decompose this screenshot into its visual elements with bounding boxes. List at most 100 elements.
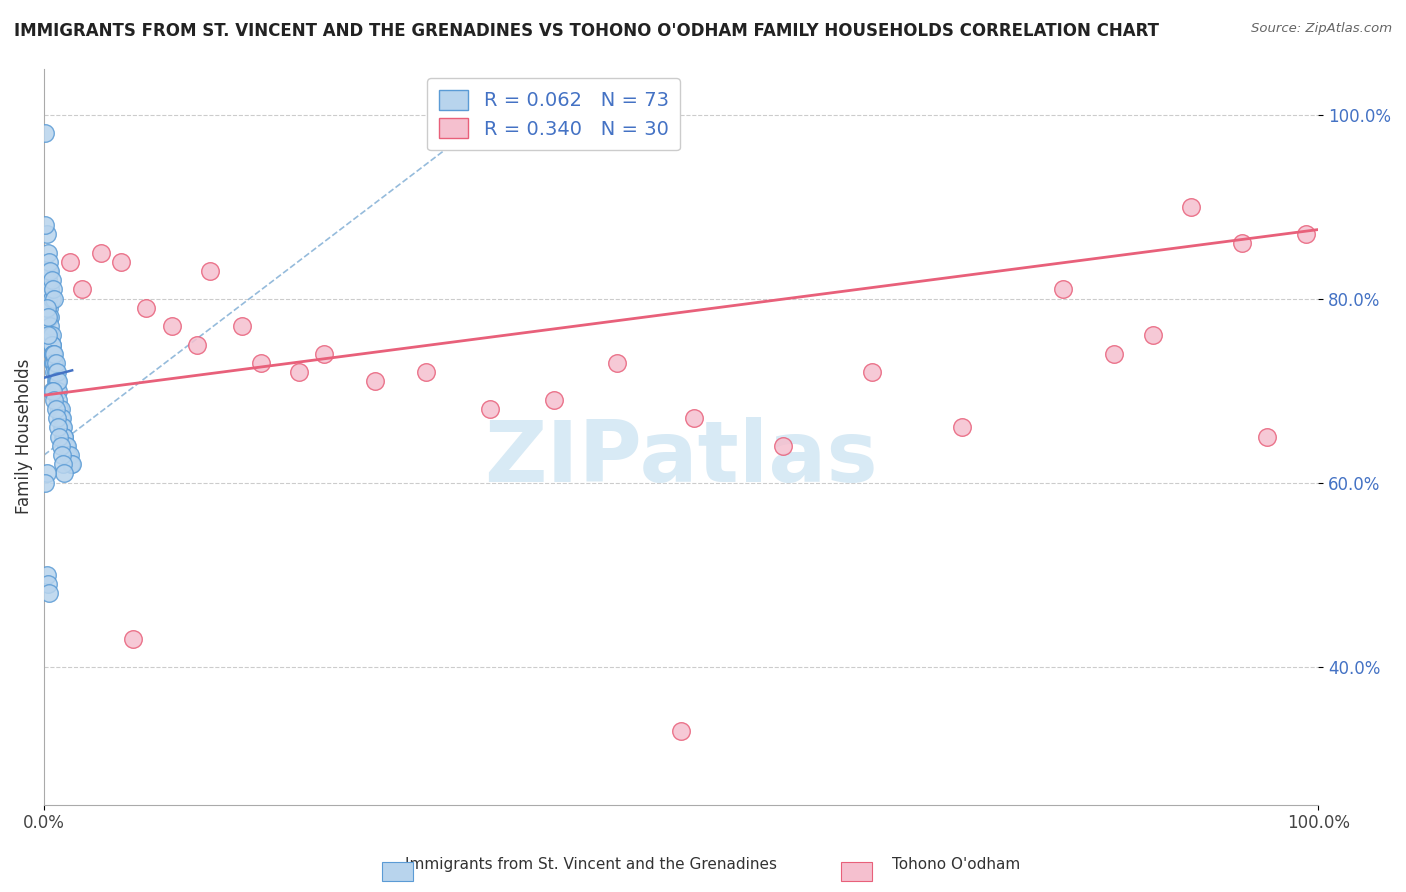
Point xyxy=(72,282,94,296)
Point xyxy=(48,429,70,443)
Point xyxy=(52,457,75,471)
Point xyxy=(45,356,67,370)
Point xyxy=(42,347,65,361)
Point xyxy=(39,328,62,343)
Point xyxy=(44,347,66,361)
Point xyxy=(38,586,60,600)
Point xyxy=(44,356,66,370)
Point xyxy=(60,457,83,471)
Point xyxy=(42,356,65,370)
Point xyxy=(42,347,65,361)
Point xyxy=(53,429,76,443)
Point xyxy=(51,448,73,462)
Point xyxy=(1180,200,1202,214)
Point xyxy=(44,365,66,379)
Point xyxy=(1230,236,1253,251)
Point xyxy=(35,301,58,315)
Point xyxy=(37,273,59,287)
Point xyxy=(37,577,59,591)
Point xyxy=(90,245,112,260)
Point xyxy=(772,439,794,453)
Point xyxy=(37,310,59,324)
Point xyxy=(53,429,76,443)
Point xyxy=(122,632,145,646)
Text: Immigrants from St. Vincent and the Grenadines: Immigrants from St. Vincent and the Gren… xyxy=(405,857,776,872)
Point xyxy=(52,429,75,443)
Point xyxy=(45,384,67,398)
Point xyxy=(1142,328,1164,343)
Point xyxy=(1104,347,1126,361)
Point xyxy=(45,411,67,425)
Point xyxy=(34,218,56,232)
Point xyxy=(51,411,73,425)
Point xyxy=(58,448,80,462)
Point xyxy=(44,392,66,407)
Point xyxy=(48,402,70,417)
Point xyxy=(314,347,336,361)
Point xyxy=(49,439,72,453)
Point xyxy=(42,384,65,398)
Point xyxy=(48,402,70,417)
Point xyxy=(35,567,58,582)
Point xyxy=(41,337,63,351)
Point xyxy=(38,310,60,324)
Point xyxy=(1256,429,1278,443)
Point xyxy=(45,402,67,417)
Point xyxy=(39,264,62,278)
Point xyxy=(34,475,56,490)
Point xyxy=(58,448,80,462)
Point xyxy=(110,254,132,268)
Point xyxy=(45,365,67,379)
Point xyxy=(35,467,58,481)
Point xyxy=(249,356,271,370)
Point xyxy=(479,402,502,417)
Text: IMMIGRANTS FROM ST. VINCENT AND THE GRENADINES VS TOHONO O'ODHAM FAMILY HOUSEHOL: IMMIGRANTS FROM ST. VINCENT AND THE GREN… xyxy=(14,22,1159,40)
Point xyxy=(45,375,67,389)
Point xyxy=(46,375,69,389)
Point xyxy=(49,402,72,417)
Point xyxy=(231,319,253,334)
Point xyxy=(39,282,62,296)
Point xyxy=(55,439,77,453)
Point xyxy=(364,375,387,389)
Point xyxy=(41,292,63,306)
Point xyxy=(45,365,67,379)
Point xyxy=(1295,227,1317,242)
Point xyxy=(44,292,66,306)
Point xyxy=(46,420,69,434)
Point xyxy=(415,365,437,379)
Point xyxy=(38,264,60,278)
Point xyxy=(135,301,157,315)
Point xyxy=(53,467,76,481)
Point xyxy=(160,319,183,334)
Point xyxy=(543,392,565,407)
Point xyxy=(38,301,60,315)
Point xyxy=(198,264,221,278)
Point xyxy=(288,365,311,379)
Point xyxy=(41,337,63,351)
Point xyxy=(58,254,80,268)
Point xyxy=(39,310,62,324)
Point xyxy=(950,420,973,434)
Point xyxy=(860,365,883,379)
Point xyxy=(186,337,208,351)
Point xyxy=(606,356,628,370)
Point xyxy=(38,254,60,268)
Point xyxy=(49,411,72,425)
Point xyxy=(35,264,58,278)
Point xyxy=(683,411,706,425)
Point xyxy=(51,420,73,434)
Point xyxy=(39,319,62,334)
Text: Source: ZipAtlas.com: Source: ZipAtlas.com xyxy=(1251,22,1392,36)
Text: Tohono O'odham: Tohono O'odham xyxy=(891,857,1021,872)
Point xyxy=(35,227,58,242)
Point xyxy=(669,724,692,739)
Point xyxy=(59,457,82,471)
Point xyxy=(41,384,63,398)
Point xyxy=(37,245,59,260)
Point xyxy=(37,292,59,306)
Legend: R = 0.062   N = 73, R = 0.340   N = 30: R = 0.062 N = 73, R = 0.340 N = 30 xyxy=(427,78,681,151)
Point xyxy=(34,126,56,140)
Point xyxy=(1052,282,1074,296)
Point xyxy=(56,439,79,453)
